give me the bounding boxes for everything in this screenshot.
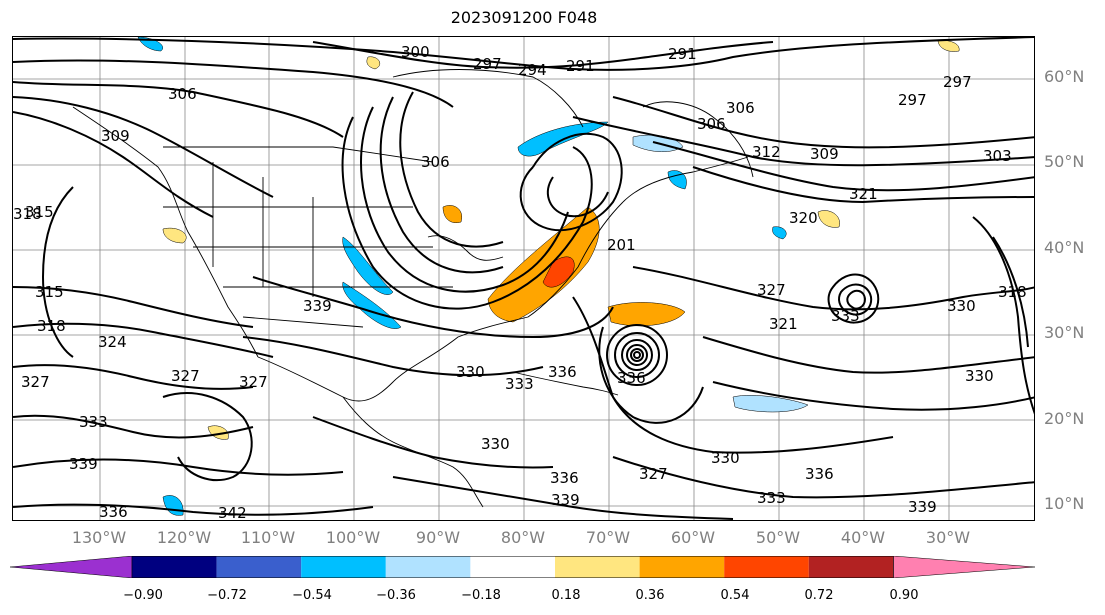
contour-labels: 291 291 294 297 297 297 300 303 306 306 … (13, 43, 1027, 521)
contour-label: 327 (21, 373, 50, 391)
contour-label: 321 (769, 315, 798, 333)
colorbar-segment (132, 556, 217, 578)
contour-label: 312 (752, 143, 781, 161)
lon-label: 50°W (755, 528, 801, 547)
contour-label: 318 (13, 205, 42, 223)
lon-label: 100°W (325, 528, 381, 547)
contour-label: 330 (456, 363, 485, 381)
colorbar-tick: 0.72 (804, 588, 834, 603)
contour-label: 306 (168, 85, 197, 103)
contour-label: 330 (481, 435, 510, 453)
contour-label: 320 (789, 209, 818, 227)
contour-label: 315 (35, 283, 64, 301)
contour-label: 315 (25, 203, 54, 221)
contour-label: 321 (849, 185, 878, 203)
contour-label: 336 (99, 503, 128, 521)
contour-label: 333 (505, 375, 534, 393)
colorbar-segment (555, 556, 640, 578)
contour-label: 336 (550, 469, 579, 487)
colorbar-tick: −0.54 (292, 588, 332, 603)
colorbar-tick: −0.18 (461, 588, 501, 603)
contour-label: 318 (37, 317, 66, 335)
contour-label: 339 (908, 498, 937, 516)
colorbar-tick: −0.90 (123, 588, 163, 603)
contour-label: 327 (639, 465, 668, 483)
contour-label: 330 (965, 367, 994, 385)
colorbar-tick: 0.36 (635, 588, 665, 603)
contour-label: 336 (548, 363, 577, 381)
colorbar-segment (470, 556, 555, 578)
contour-label: 318 (998, 283, 1027, 301)
colorbar-segment (301, 556, 386, 578)
contour-label: 201 (607, 236, 636, 254)
contour-label: 306 (697, 115, 726, 133)
colorbar-frame (131, 556, 894, 578)
colorbar-segment (216, 556, 302, 578)
coastlines (72, 69, 754, 508)
contour-label: 330 (947, 297, 976, 315)
lon-label: 120°W (156, 528, 212, 547)
lon-label: 40°W (840, 528, 886, 547)
contour-label: 333 (831, 307, 860, 325)
contour-label: 339 (551, 491, 580, 509)
lat-label: 20°N (1044, 409, 1085, 428)
contour-label: 297 (473, 55, 502, 73)
contour-label: 303 (983, 147, 1012, 165)
lat-label: 10°N (1044, 494, 1085, 513)
colorbar-tick: 0.54 (720, 588, 750, 603)
contours (13, 37, 1034, 520)
colorbar-tick: −0.36 (376, 588, 416, 603)
contour-label: 306 (726, 99, 755, 117)
contour-label: 324 (98, 333, 127, 351)
colorbar-segment (893, 556, 1036, 578)
colorbar-segment (385, 556, 471, 578)
shaded-fields (137, 37, 960, 516)
contour-label: 339 (303, 297, 332, 315)
contour-label: 327 (171, 367, 200, 385)
contour-label: 327 (239, 373, 268, 391)
colorbar-tick: 0.18 (551, 588, 581, 603)
contour-label: 333 (79, 413, 108, 431)
contour-label: 330 (711, 449, 740, 467)
lon-label: 60°W (670, 528, 716, 547)
map-canvas: 291 291 294 297 297 297 300 303 306 306 … (13, 37, 1034, 521)
contour-label: 309 (101, 127, 130, 145)
contour-label: 294 (518, 61, 547, 79)
lat-label: 60°N (1044, 67, 1085, 86)
contour-label: 297 (943, 73, 972, 91)
weather-map: 291 291 294 297 297 297 300 303 306 306 … (12, 36, 1035, 521)
colorbar-segment (10, 556, 133, 578)
colorbar (10, 556, 1036, 578)
contour-label: 327 (757, 281, 786, 299)
lon-label: 110°W (240, 528, 296, 547)
colorbar-segment (639, 556, 725, 578)
contour-label: 336 (617, 369, 646, 387)
contour-label: 333 (757, 489, 786, 507)
contour-label: 306 (421, 153, 450, 171)
contour-label: 336 (805, 465, 834, 483)
lat-label: 40°N (1044, 238, 1085, 257)
lon-label: 30°W (925, 528, 971, 547)
contour-label: 291 (668, 45, 697, 63)
contour-label: 297 (898, 91, 927, 109)
contour-label: 309 (810, 145, 839, 163)
lon-label: 90°W (415, 528, 461, 547)
contour-label: 342 (218, 504, 247, 521)
lat-label: 50°N (1044, 152, 1085, 171)
lon-label: 130°W (71, 528, 127, 547)
contour-label: 339 (69, 455, 98, 473)
lat-label: 30°N (1044, 323, 1085, 342)
lon-label: 80°W (500, 528, 546, 547)
colorbar-tick: 0.90 (889, 588, 919, 603)
lon-label: 70°W (585, 528, 631, 547)
colorbar-tick: −0.72 (207, 588, 247, 603)
map-title: 2023091200 F048 (450, 8, 598, 27)
contour-label: 291 (566, 57, 595, 75)
colorbar-segment (724, 556, 809, 578)
colorbar-segment (808, 556, 894, 578)
contour-label: 300 (401, 43, 430, 61)
